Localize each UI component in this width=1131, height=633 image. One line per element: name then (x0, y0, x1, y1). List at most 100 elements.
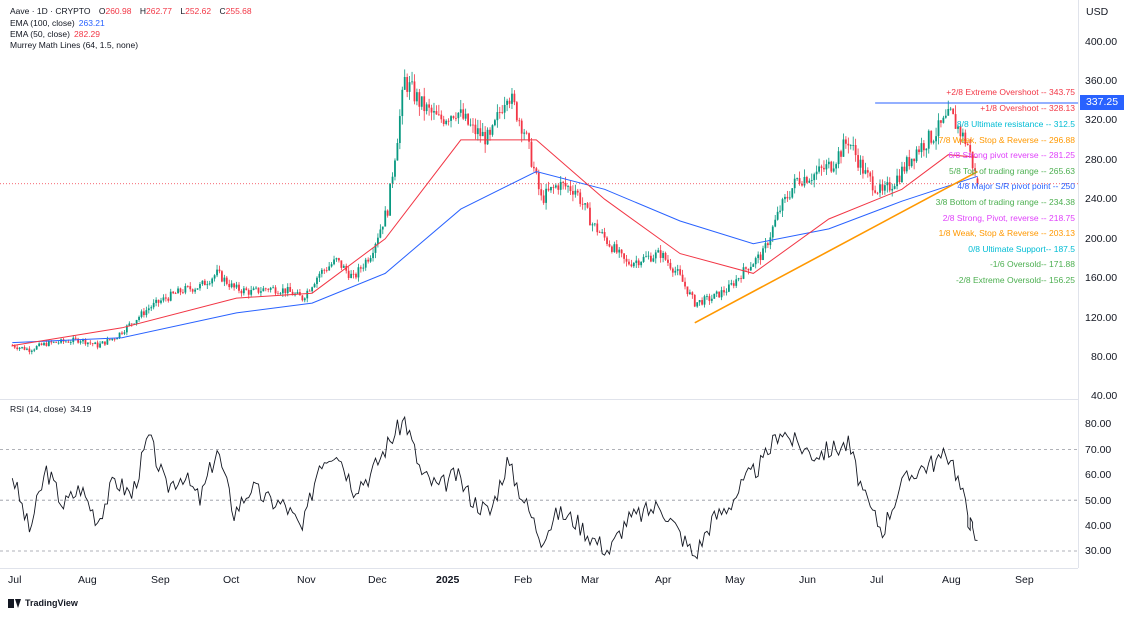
candle-body (954, 114, 957, 129)
candle-body (533, 166, 535, 169)
candle-body (174, 293, 177, 295)
candle-body (932, 141, 935, 143)
candle-body (116, 337, 119, 340)
candle-body (216, 269, 218, 276)
candle-body (435, 111, 438, 115)
candle-body (333, 259, 335, 265)
ema50-line (12, 139, 978, 347)
candle-body (737, 278, 740, 280)
candle-body (301, 295, 304, 301)
candle-body (121, 332, 123, 334)
candle-body (101, 341, 104, 344)
candle-body (542, 195, 545, 203)
murrey-legend[interactable]: Murrey Math Lines (64, 1.5, none) (10, 40, 138, 51)
candle-body (659, 250, 662, 258)
rsi-line (11, 415, 978, 560)
candle-body (472, 124, 474, 126)
symbol-legend[interactable]: Aave · 1D · CRYPTO O260.98 H262.77 L252.… (10, 6, 252, 17)
pane-separator[interactable] (0, 399, 1078, 400)
candle-body (57, 342, 60, 344)
candle-body (143, 311, 145, 316)
candle-body (969, 145, 972, 152)
candle-body (469, 124, 472, 126)
candle-body (891, 188, 894, 191)
rsi-legend[interactable]: RSI (14, close) 34.19 (10, 404, 92, 415)
candle-body (160, 300, 162, 303)
candle-body (194, 289, 197, 292)
candle-body (208, 283, 211, 285)
candle-body (793, 178, 796, 189)
candle-body (823, 167, 825, 170)
candle-body (167, 298, 170, 301)
murrey-label: Murrey Math Lines (64, 1.5, none) (10, 40, 139, 50)
candle-body (820, 166, 823, 168)
candle-body (140, 311, 143, 317)
candle-body (445, 120, 448, 125)
candle-body (635, 260, 638, 263)
candle-body (567, 186, 569, 188)
candle-body (710, 298, 713, 301)
price-pane[interactable] (0, 69, 1078, 355)
candle-body (847, 143, 850, 146)
candle-body (725, 291, 728, 293)
candle-body (554, 185, 557, 188)
candle-body (320, 269, 323, 274)
candle-body (335, 258, 338, 260)
candle-body (325, 270, 328, 271)
currency-label[interactable]: USD (1086, 6, 1109, 18)
candle-body (179, 288, 182, 293)
ohlc-low-value: 252.62 (185, 6, 212, 16)
candle-body (440, 114, 443, 120)
candle-body (40, 343, 43, 346)
candle-body (274, 287, 277, 294)
candle-body (901, 166, 903, 182)
candle-body (21, 347, 23, 348)
candle-body (423, 96, 426, 112)
rsi-pane[interactable] (11, 415, 978, 560)
candle-body (316, 277, 318, 285)
candle-body (306, 290, 309, 299)
candle-body (384, 210, 387, 227)
tradingview-logo[interactable]: TradingView (8, 598, 78, 608)
tradingview-logo-icon (8, 598, 21, 608)
candle-body (340, 260, 343, 268)
rsi-tick: 70.00 (1085, 444, 1112, 456)
candle-body (230, 283, 233, 288)
candle-body (957, 126, 959, 129)
candle-body (164, 297, 167, 299)
candle-body (486, 129, 489, 145)
candle-body (547, 188, 550, 191)
candle-body (455, 117, 457, 119)
candle-body (625, 258, 628, 262)
ema50-legend[interactable]: EMA (50, close) 282.29 (10, 29, 100, 40)
candle-body (937, 120, 940, 137)
candle-body (964, 132, 967, 145)
candle-body (250, 289, 253, 295)
ema100-legend[interactable]: EMA (100, close) 263.21 (10, 18, 105, 29)
candle-body (940, 120, 942, 123)
candle-body (769, 237, 772, 246)
candle-body (759, 254, 762, 261)
price-tick: 200.00 (1085, 233, 1118, 245)
time-tick: Jun (799, 574, 816, 586)
current-price-badge: 337.25 (1080, 95, 1124, 110)
candle-body (437, 114, 440, 116)
murrey-level-label: 2/8 Strong, Pivot, reverse -- 218.75 (942, 213, 1075, 223)
candle-body (776, 211, 779, 220)
candle-body (481, 131, 484, 137)
candle-body (520, 120, 523, 134)
time-tick: Feb (514, 574, 533, 586)
candle-body (698, 300, 701, 303)
candle-body (428, 104, 431, 108)
candle-body (464, 113, 467, 119)
candle-body (38, 343, 41, 347)
candle-body (864, 170, 867, 174)
price-tick: 240.00 (1085, 193, 1118, 205)
candle-body (918, 149, 920, 153)
ohlc-close-value: 255.68 (225, 6, 252, 16)
candle-body (462, 109, 465, 119)
candle-body (662, 252, 664, 258)
candle-body (632, 262, 635, 267)
candle-body (837, 151, 840, 165)
